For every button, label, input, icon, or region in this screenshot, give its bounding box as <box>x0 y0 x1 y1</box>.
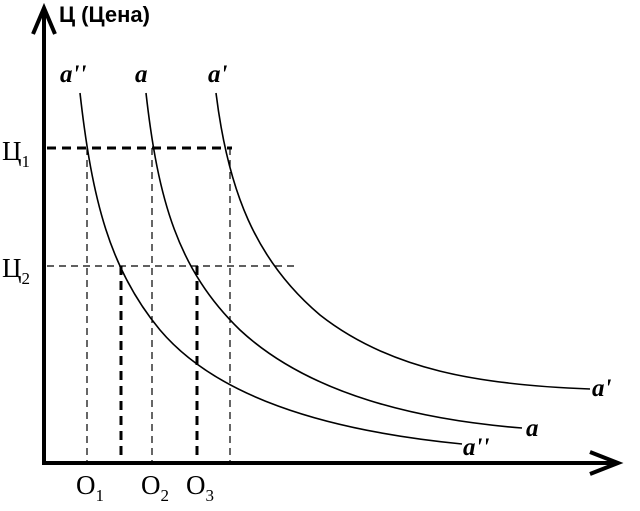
quantity-label-3: O3 <box>186 470 214 505</box>
curve-a-prime <box>215 92 591 390</box>
y-axis-arrow-icon <box>31 2 57 35</box>
y-axis-title: Ц (Цена) <box>59 2 150 27</box>
curve-a-double-prime <box>79 92 463 445</box>
curve-label-a-prime-end: a' <box>592 375 612 402</box>
price-label-2: Ц2 <box>2 253 30 288</box>
quantity-label-2: O2 <box>141 470 169 505</box>
curve-label-a-end: a <box>526 415 539 442</box>
curve-label-a-double-prime-top: a'' <box>60 61 86 88</box>
curve-label-a-double-prime-end: a'' <box>463 434 489 461</box>
price-label-1: Ц1 <box>2 136 30 171</box>
curve-label-a-top: a <box>135 61 148 88</box>
quantity-label-1: O1 <box>76 470 104 505</box>
curve-label-a-prime-top: a' <box>208 61 228 88</box>
curve-a <box>145 92 523 429</box>
x-axis-arrow-icon <box>589 450 624 476</box>
